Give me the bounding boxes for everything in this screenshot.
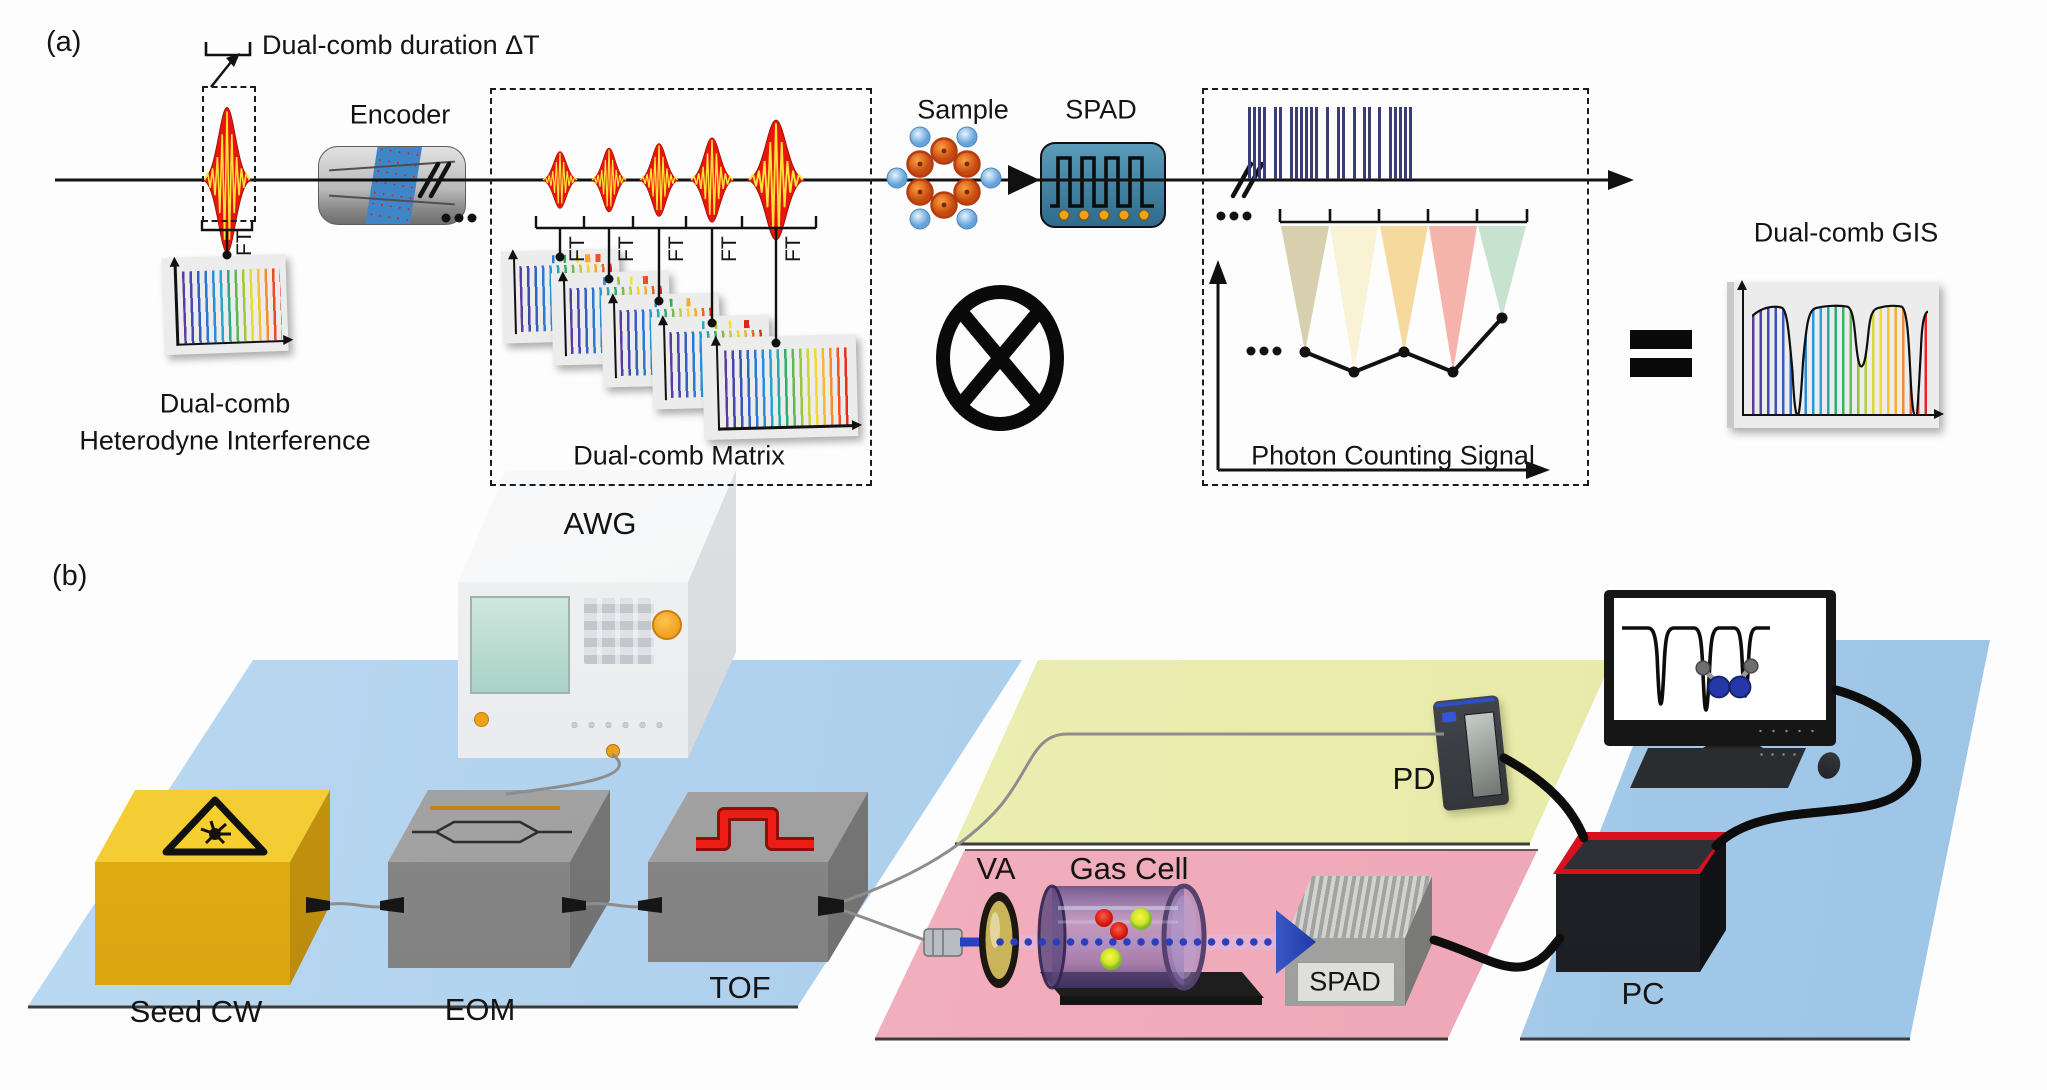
pulse-shaper-icon [696, 807, 814, 851]
duration-pointer-arrow [210, 53, 240, 88]
photon-pulse-trace [1050, 156, 1154, 221]
encoder-label: Encoder [349, 99, 451, 130]
tof-label: TOF [709, 970, 771, 1005]
awg-output-port [606, 744, 620, 758]
sample-molecule [886, 126, 1002, 230]
otimes-icon [936, 285, 1064, 431]
spad-a-label: SPAD [1065, 94, 1137, 125]
duration-bracket-icon [204, 42, 252, 57]
pd-window [1463, 711, 1503, 799]
photon-counting-box [1202, 88, 1589, 486]
ft-label: FT [665, 236, 688, 262]
keyboard-leds [1756, 752, 1800, 757]
ft-label: FT [566, 236, 589, 262]
matrix-label: Dual-comb Matrix [573, 440, 785, 471]
interference-label-line2: Heterodyne Interference [79, 425, 371, 456]
pulse-duration-box [202, 86, 256, 222]
awg-label: AWG [563, 506, 637, 541]
awg-keypad [584, 598, 654, 664]
panel-b-label: (b) [52, 560, 88, 592]
laser-warning-icon [162, 796, 268, 856]
awg-screen [470, 596, 570, 694]
spad-detector-a [1040, 142, 1166, 228]
eom-label: EOM [444, 992, 516, 1027]
equals-icon [1630, 330, 1692, 349]
gis-spectrum-card [1727, 280, 1944, 428]
monitor-screen [1614, 598, 1826, 720]
va-label: VA [976, 851, 1016, 886]
ft-label: FT [233, 230, 256, 256]
gas-cell-label: Gas Cell [1069, 851, 1189, 886]
awg-power-led [474, 712, 489, 727]
panel-a-label: (a) [46, 26, 82, 58]
duration-label: Dual-comb duration ΔT [262, 30, 540, 60]
monitor-indicator-dots [1754, 728, 1820, 734]
sample-label: Sample [917, 94, 1009, 125]
interference-label-line1: Dual-comb [159, 388, 291, 419]
pc-label: PC [1621, 976, 1665, 1011]
awg-ports [566, 718, 666, 732]
gis-envelope [1752, 296, 1929, 417]
photon-counting-label: Photon Counting Signal [1251, 440, 1535, 471]
heterodyne-spectrum-card [161, 253, 289, 356]
card-edge [1727, 282, 1734, 428]
spectrum-dips-curve [1622, 626, 1770, 712]
spad-b-label: SPAD [1309, 966, 1381, 997]
ft-label: FT [718, 236, 741, 262]
gis-label: Dual-comb GIS [1753, 217, 1939, 248]
pd-switch [1441, 711, 1457, 723]
equals-icon [1630, 358, 1692, 377]
ft-label: FT [615, 236, 638, 262]
ft-label: FT [782, 236, 805, 262]
pd-detector [1432, 694, 1510, 812]
monitor [1604, 590, 1836, 746]
awg-knob [652, 610, 682, 640]
dual-comb-matrix-box [490, 88, 872, 486]
pd-label: PD [1392, 761, 1436, 796]
mach-zehnder-icon [412, 806, 572, 844]
arrow-into-spad [1008, 165, 1040, 195]
seed-cw-label: Seed CW [129, 994, 263, 1029]
encoder-chip [318, 146, 466, 225]
encoder-waveguide-stripe [362, 147, 424, 224]
